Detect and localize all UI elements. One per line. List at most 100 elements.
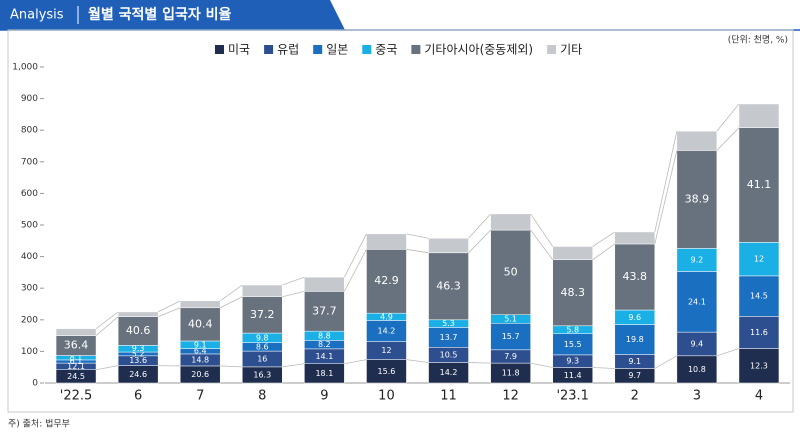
bar-segment [56, 329, 96, 336]
data-label: 8.8 [318, 331, 331, 340]
data-label: 20.6 [191, 370, 209, 379]
data-label: 24.5 [67, 372, 85, 381]
data-label: 11.4 [564, 371, 582, 380]
bar-segment [242, 285, 282, 297]
data-label: 10.5 [440, 350, 458, 359]
y-tick-label: 200 [21, 315, 38, 325]
x-tick-label: 10 [378, 389, 395, 404]
connector [282, 277, 304, 285]
connector [593, 232, 615, 247]
y-tick-label: 300 [21, 284, 38, 294]
connector [655, 131, 677, 232]
header-title: 월별 국적별 입국자 비율 [88, 6, 232, 23]
bar-segment [429, 238, 469, 253]
connector [282, 364, 304, 367]
x-tick-label: 11 [440, 389, 457, 404]
connector [531, 214, 553, 247]
data-label: 14.8 [191, 355, 209, 364]
data-label: 37.2 [250, 308, 275, 321]
connector [655, 150, 677, 244]
connector [531, 230, 553, 260]
connector [593, 244, 615, 260]
connector [344, 360, 366, 364]
y-tick-label: 800 [21, 126, 38, 136]
bar-segment [118, 312, 158, 317]
bar-segment [739, 104, 779, 128]
connector [158, 301, 180, 312]
header-tag: Analysis [10, 8, 64, 23]
data-label: 7.9 [504, 352, 517, 361]
data-label: 37.7 [312, 304, 337, 317]
legend-swatch [411, 45, 420, 54]
connector [593, 368, 615, 369]
data-label: 15.7 [502, 332, 520, 341]
bar-segment [677, 131, 717, 150]
x-tick-label: 8 [258, 389, 266, 404]
data-label: 12 [381, 346, 391, 355]
data-label: 9.1 [194, 340, 207, 349]
data-label: 14.5 [750, 292, 768, 301]
data-label: 9.4 [691, 339, 704, 348]
connector [406, 249, 428, 252]
data-label: 10.8 [688, 365, 706, 374]
legend-label: 일본 [326, 43, 348, 57]
data-label: 18.1 [315, 369, 333, 378]
x-tick-label: 6 [134, 389, 142, 404]
y-tick-label: 400 [21, 252, 38, 262]
data-label: 24.1 [688, 297, 706, 306]
connector [406, 234, 428, 238]
connector [282, 291, 304, 296]
y-tick-label: 700 [21, 157, 38, 167]
connector [96, 366, 118, 370]
bar-segment [615, 232, 655, 244]
data-label: 16 [257, 354, 267, 363]
x-tick-label: 3 [693, 389, 701, 404]
x-tick-label: 2 [631, 389, 639, 404]
y-tick-label: 600 [21, 189, 38, 199]
data-label: 19.8 [626, 335, 644, 344]
connector [469, 214, 491, 238]
data-label: 4.9 [380, 312, 393, 321]
data-label: 14.1 [315, 352, 333, 361]
connector [655, 356, 677, 369]
y-tick-label: 100 [21, 347, 38, 357]
data-label: 9.1 [628, 357, 641, 366]
data-label: 13.7 [440, 333, 458, 342]
data-label: 15.5 [564, 340, 582, 349]
x-tick-label: 7 [196, 389, 204, 404]
y-tick-label: 0 [32, 379, 38, 389]
legend-label: 기타아시아(중동제외) [424, 43, 533, 57]
connector [220, 366, 242, 367]
x-tick-label: 9 [320, 389, 328, 404]
bar-segment [180, 301, 220, 308]
data-label: 5.8 [566, 325, 579, 334]
data-label: 12.3 [750, 361, 768, 370]
legend-swatch [215, 45, 224, 54]
bar-segment [304, 277, 344, 291]
data-label: 36.4 [64, 339, 89, 352]
data-label: 12 [754, 255, 764, 264]
data-label: 5.3 [442, 319, 455, 328]
data-label: 40.6 [126, 324, 151, 337]
legend-swatch [547, 45, 556, 54]
data-label: 48.3 [560, 286, 585, 299]
data-label: 15.6 [378, 367, 396, 376]
data-label: 40.4 [188, 317, 213, 330]
connector [158, 308, 180, 317]
x-tick-label: 12 [502, 389, 519, 404]
legend-label: 중국 [375, 43, 397, 57]
connector [469, 362, 491, 363]
legend-swatch [313, 45, 322, 54]
bar-segment [553, 246, 593, 259]
data-label: 42.9 [374, 274, 399, 287]
y-tick-label: 900 [21, 94, 38, 104]
x-tick-label: 4 [755, 389, 763, 404]
data-label: 16.3 [253, 370, 271, 379]
data-label: 14.2 [440, 368, 458, 377]
connector [406, 360, 428, 363]
data-label: 43.8 [623, 270, 648, 283]
legend-swatch [362, 45, 371, 54]
data-label: 9.3 [566, 357, 579, 366]
unit: (단위: 천명, %) [728, 35, 788, 46]
